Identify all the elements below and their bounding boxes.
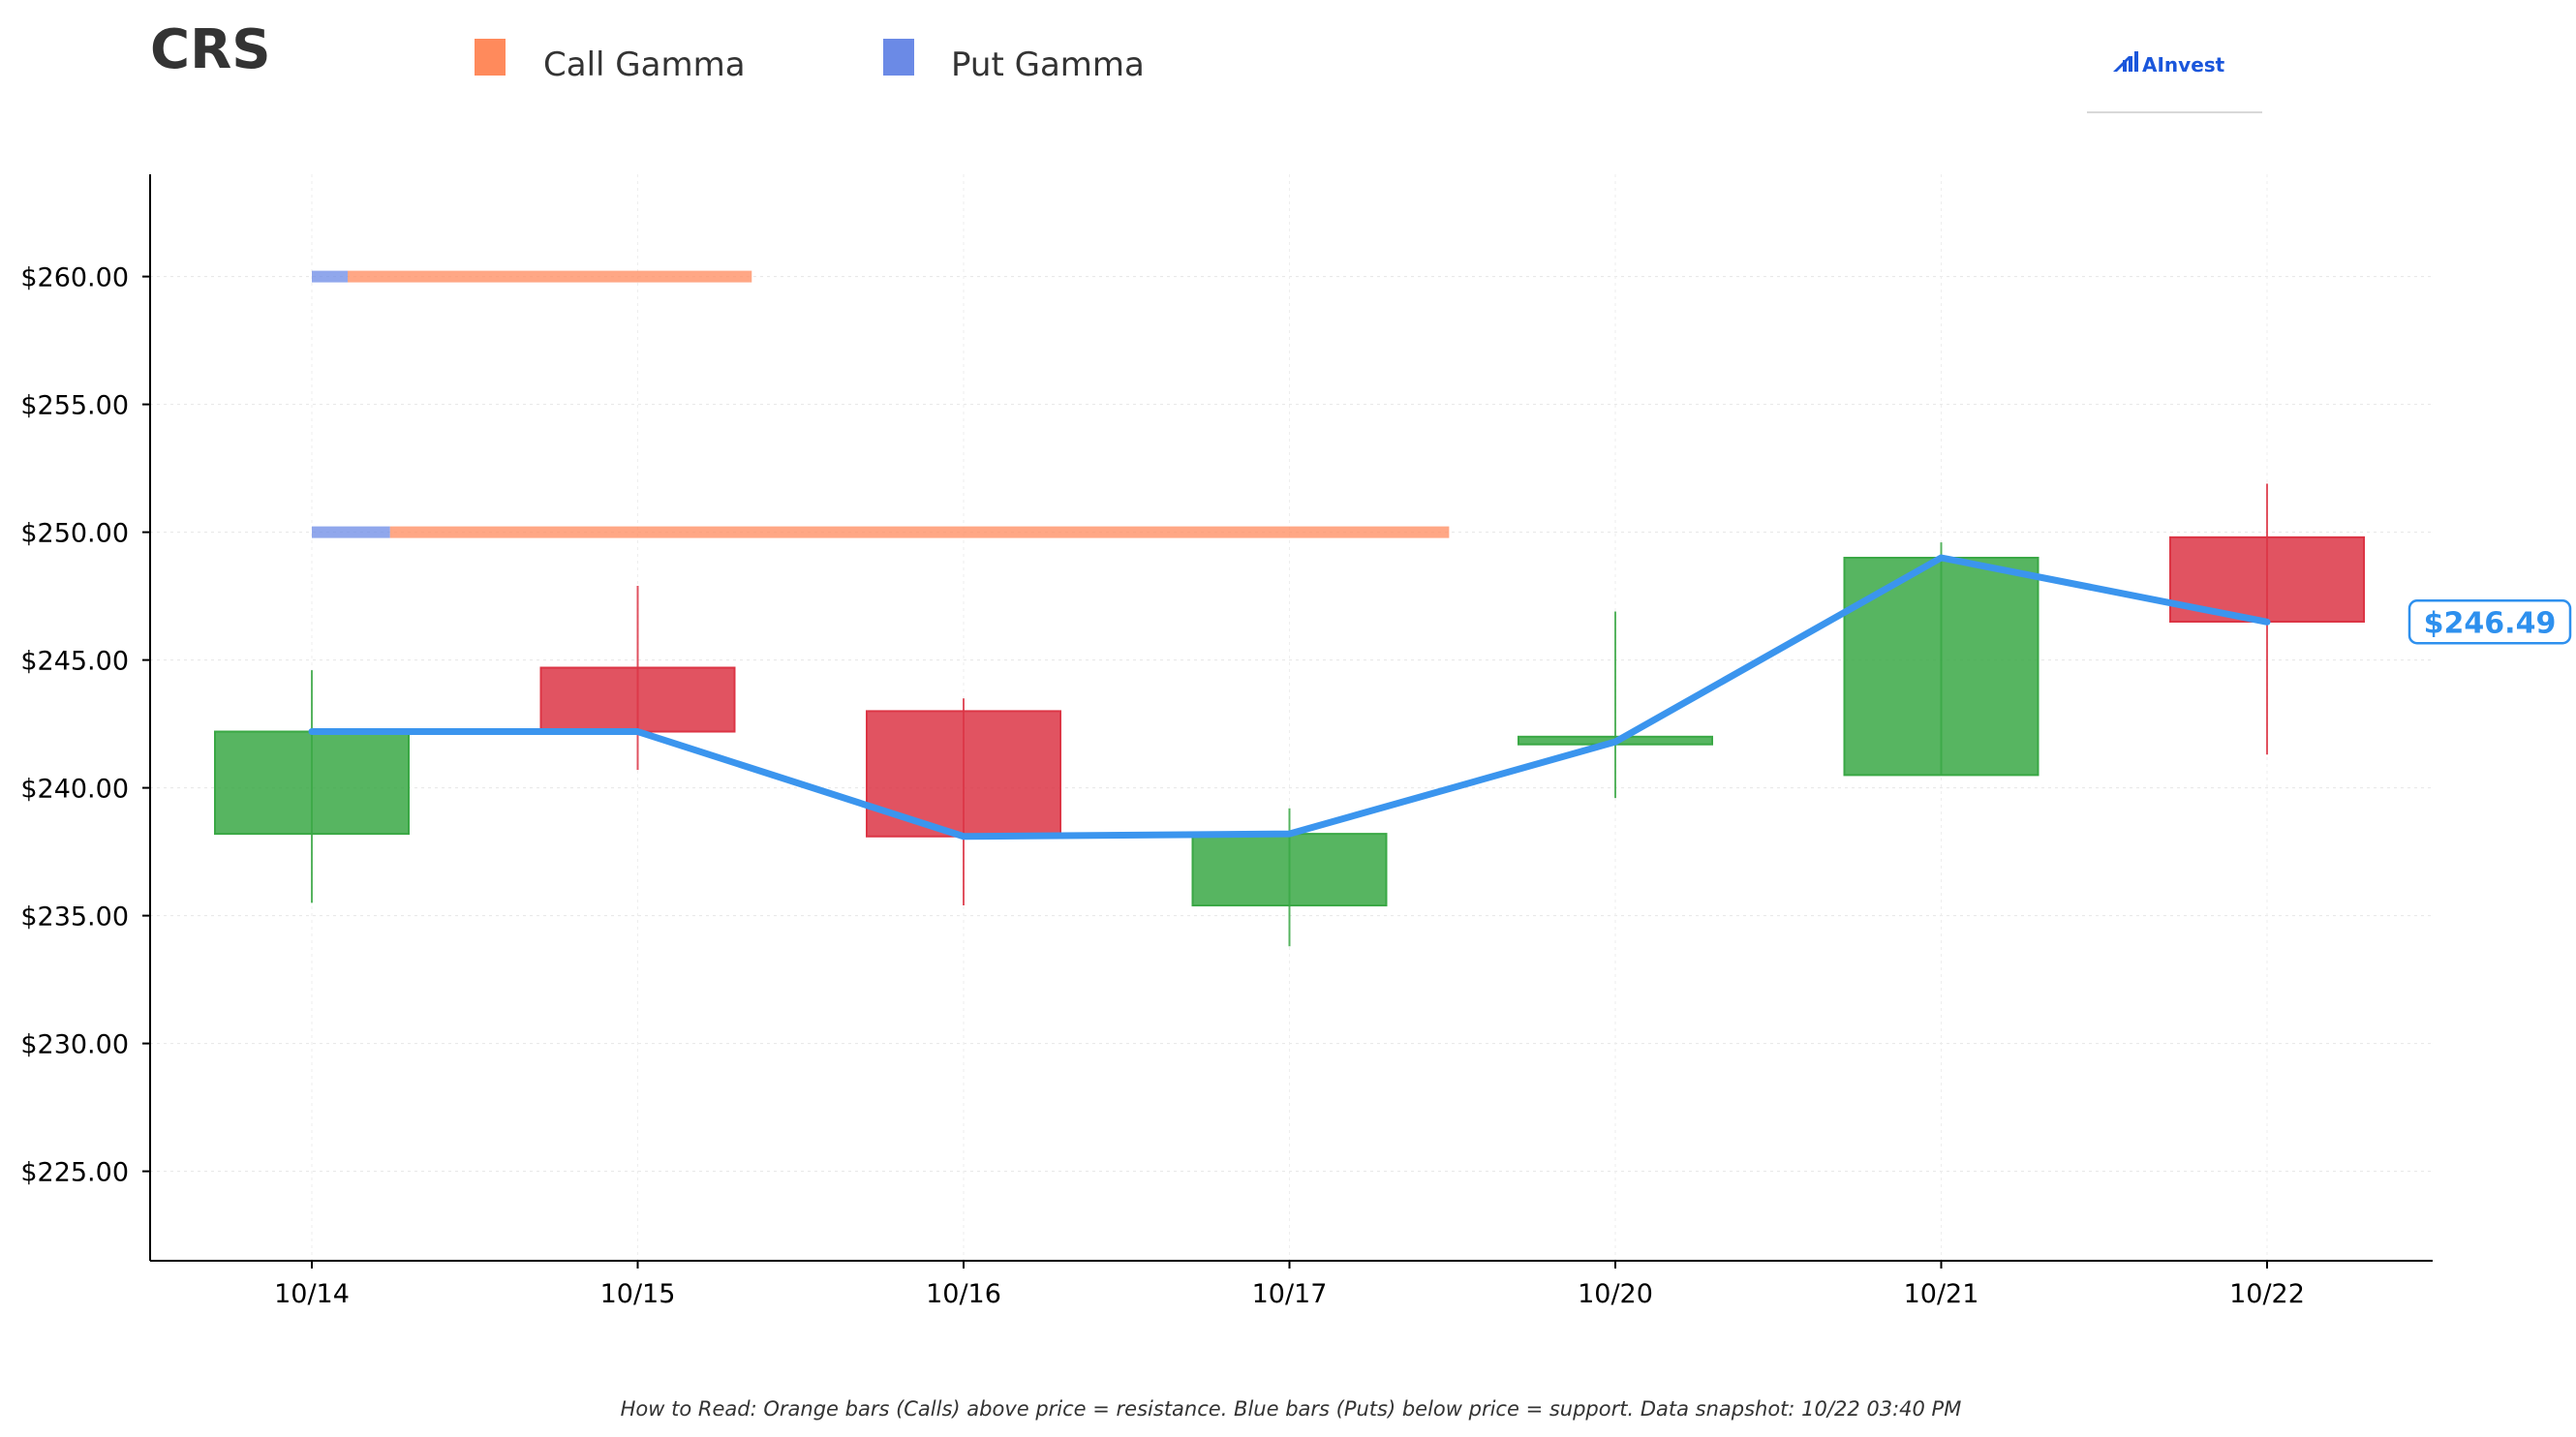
y-ticks: $225.00 $230.00 $235.00 $240.00 $245.00 $250.… bbox=[20, 263, 150, 1188]
x-tick-label: 10/20 bbox=[1578, 1279, 1653, 1309]
ainvest-logo: AInvest bbox=[2087, 51, 2262, 113]
close-price-line bbox=[308, 554, 2271, 841]
call-gamma-bar bbox=[348, 270, 752, 283]
x-tick-label: 10/21 bbox=[1904, 1279, 1979, 1309]
x-tick-label: 10/15 bbox=[600, 1279, 676, 1309]
gridlines bbox=[150, 174, 2433, 1261]
y-tick-label: $240.00 bbox=[20, 775, 129, 805]
call-gamma-swatch bbox=[475, 39, 506, 76]
y-tick-label: $235.00 bbox=[20, 902, 129, 933]
how-to-read-note: How to Read: Orange bars (Calls) above p… bbox=[621, 1397, 1962, 1421]
candle-body bbox=[1191, 833, 1388, 907]
axes bbox=[149, 174, 2433, 1262]
gamma-bars bbox=[312, 270, 1450, 538]
call-gamma-bar bbox=[389, 526, 1450, 538]
x-tick-label: 10/16 bbox=[926, 1279, 1001, 1309]
put-gamma-bar bbox=[312, 526, 390, 538]
legend-call-gamma: Call Gamma bbox=[543, 46, 746, 84]
bar-chart-icon bbox=[2113, 51, 2138, 72]
candle-body bbox=[214, 730, 410, 836]
logo-text: AInvest bbox=[2142, 53, 2225, 76]
legend-put-gamma: Put Gamma bbox=[951, 46, 1145, 84]
x-tick-label: 10/14 bbox=[274, 1279, 350, 1309]
last-price-badge: $246.49 bbox=[2407, 599, 2572, 645]
x-tick-label: 10/22 bbox=[2229, 1279, 2305, 1309]
candle-body bbox=[539, 666, 736, 733]
put-gamma-swatch bbox=[883, 39, 914, 76]
ticker-title: CRS bbox=[150, 18, 271, 81]
x-tick-label: 10/17 bbox=[1252, 1279, 1328, 1309]
x-ticks: 10/14 10/15 10/16 10/17 10/20 10/21 10/22 bbox=[274, 1261, 2305, 1309]
last-price-box bbox=[2407, 599, 2572, 645]
y-tick-label: $245.00 bbox=[20, 647, 129, 677]
candlesticks bbox=[214, 483, 2365, 947]
y-tick-label: $225.00 bbox=[20, 1158, 129, 1188]
candle-body bbox=[1843, 557, 2039, 777]
put-gamma-bar bbox=[312, 270, 349, 283]
last-price-label: $246.49 bbox=[2424, 606, 2557, 640]
legend: Call Gamma Put Gamma bbox=[475, 39, 1145, 84]
y-tick-label: $230.00 bbox=[20, 1030, 129, 1060]
y-tick-label: $250.00 bbox=[20, 519, 129, 549]
close-line-layer bbox=[308, 554, 2271, 841]
y-tick-label: $260.00 bbox=[20, 263, 129, 293]
y-tick-label: $255.00 bbox=[20, 391, 129, 421]
